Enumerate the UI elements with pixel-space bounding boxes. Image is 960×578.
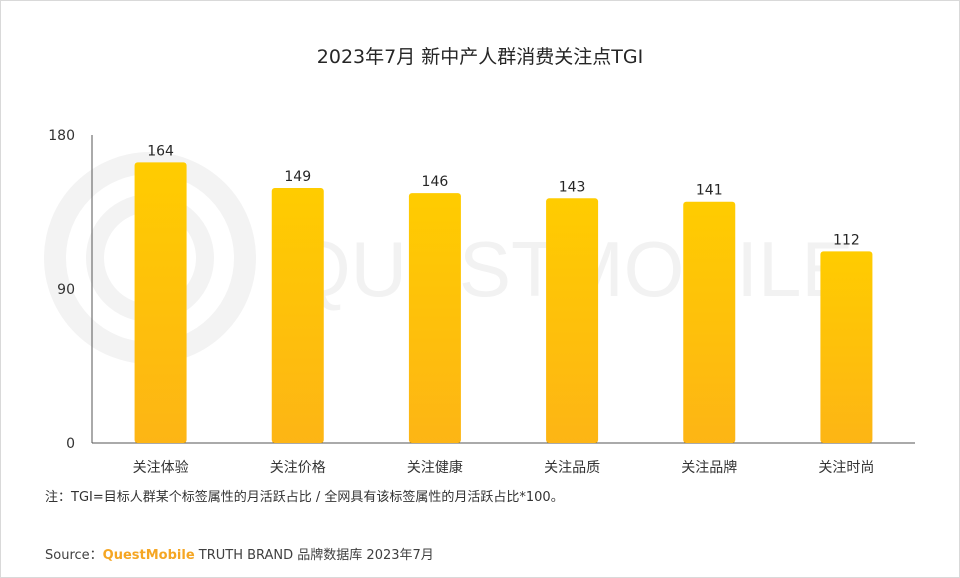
source-rest: TRUTH BRAND 品牌数据库 2023年7月 bbox=[194, 548, 434, 563]
data-label: 112 bbox=[833, 232, 860, 248]
y-tick-label: 0 bbox=[66, 436, 75, 452]
bar bbox=[408, 193, 461, 443]
source-prefix: Source： bbox=[45, 548, 103, 563]
chart-title: 2023年7月 新中产人群消费关注点TGI bbox=[316, 46, 644, 68]
bar bbox=[683, 201, 736, 443]
source-line: Source：QuestMobile TRUTH BRAND 品牌数据库 202… bbox=[45, 544, 434, 563]
x-tick-label: 关注价格 bbox=[270, 460, 326, 476]
x-tick-label: 关注体验 bbox=[133, 460, 189, 476]
source-brand: QuestMobile bbox=[102, 548, 195, 563]
bar bbox=[271, 188, 324, 443]
y-tick-label: 90 bbox=[57, 282, 75, 298]
y-tick-label: 180 bbox=[48, 128, 75, 144]
x-tick-label: 关注品牌 bbox=[681, 459, 737, 476]
data-label: 164 bbox=[147, 143, 174, 159]
bar bbox=[134, 162, 187, 443]
data-label: 143 bbox=[559, 179, 586, 195]
bar bbox=[820, 251, 873, 443]
data-label: 149 bbox=[284, 169, 311, 185]
data-label: 146 bbox=[422, 174, 449, 190]
x-tick-label: 关注时尚 bbox=[818, 460, 874, 476]
x-tick-label: 关注品质 bbox=[544, 460, 600, 476]
x-tick-label: 关注健康 bbox=[407, 459, 463, 476]
footnote: 注：TGI=目标人群某个标签属性的月活跃占比 / 全网具有该标签属性的月活跃占比… bbox=[45, 490, 564, 505]
bar bbox=[546, 198, 599, 443]
data-label: 141 bbox=[696, 183, 723, 199]
